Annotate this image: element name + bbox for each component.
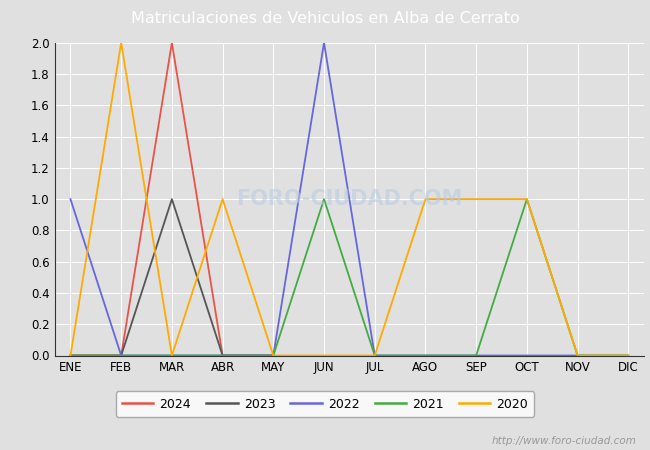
Legend: 2024, 2023, 2022, 2021, 2020: 2024, 2023, 2022, 2021, 2020 [116,391,534,417]
Text: Matriculaciones de Vehiculos en Alba de Cerrato: Matriculaciones de Vehiculos en Alba de … [131,11,519,26]
Text: http://www.foro-ciudad.com: http://www.foro-ciudad.com [492,436,637,446]
Text: FORO-CIUDAD.COM: FORO-CIUDAD.COM [236,189,463,209]
